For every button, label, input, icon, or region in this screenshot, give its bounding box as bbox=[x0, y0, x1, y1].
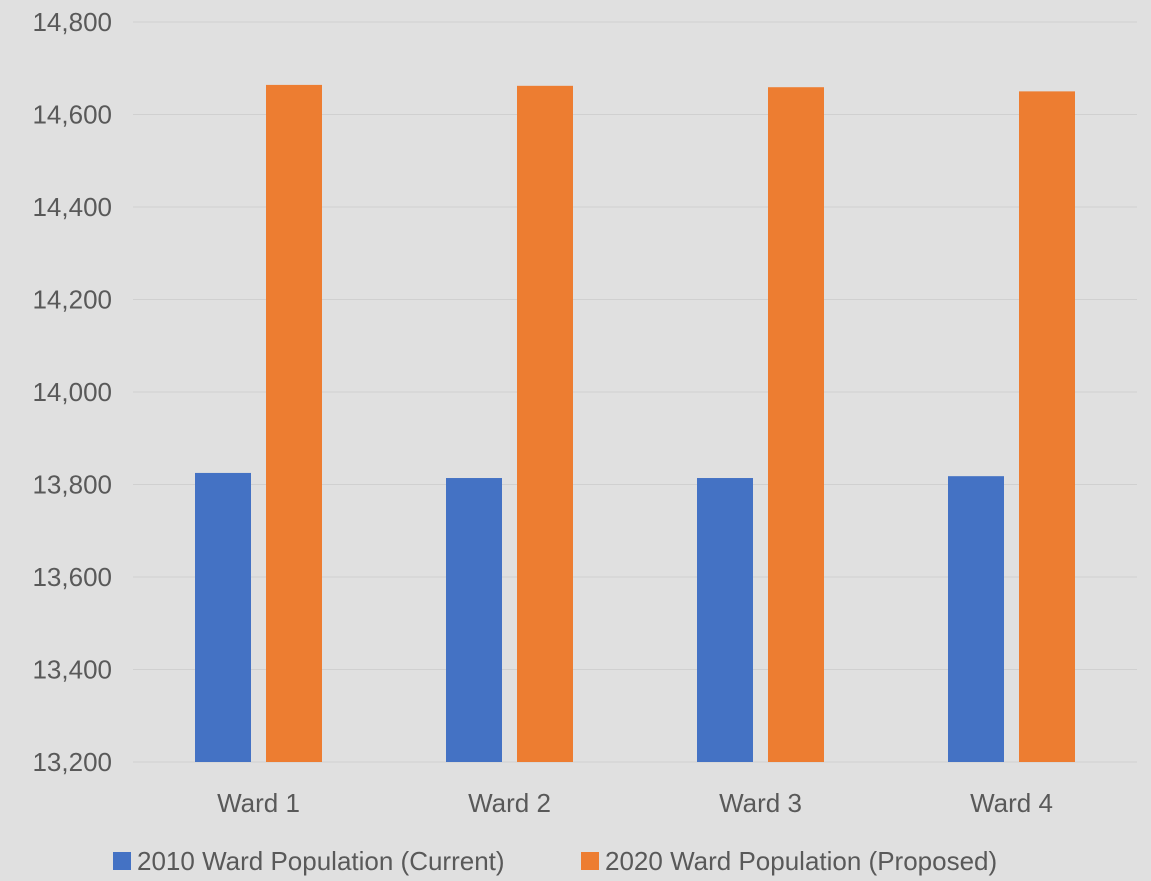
x-tick-label: Ward 2 bbox=[468, 788, 551, 818]
bar-2010-ward-4 bbox=[948, 476, 1004, 762]
y-tick-label: 13,400 bbox=[32, 655, 112, 685]
y-tick-label: 13,600 bbox=[32, 562, 112, 592]
x-axis: Ward 1 Ward 2 Ward 3 Ward 4 bbox=[217, 788, 1053, 818]
x-tick-label: Ward 4 bbox=[970, 788, 1053, 818]
y-tick-label: 14,800 bbox=[32, 7, 112, 37]
y-tick-label: 14,000 bbox=[32, 377, 112, 407]
y-tick-label: 13,800 bbox=[32, 470, 112, 500]
legend-label: 2010 Ward Population (Current) bbox=[137, 846, 505, 876]
y-tick-label: 14,600 bbox=[32, 100, 112, 130]
bar-2010-ward-2 bbox=[446, 478, 502, 762]
bars bbox=[195, 84, 1075, 762]
y-tick-label: 14,400 bbox=[32, 192, 112, 222]
legend-swatch bbox=[581, 852, 599, 870]
bar-2020-ward-2 bbox=[517, 85, 573, 762]
legend-swatch bbox=[113, 852, 131, 870]
x-tick-label: Ward 1 bbox=[217, 788, 300, 818]
y-tick-label: 14,200 bbox=[32, 285, 112, 315]
y-axis: 13,200 13,400 13,600 13,800 14,000 14,200 14,4… bbox=[32, 7, 112, 777]
bar-2020-ward-4 bbox=[1019, 91, 1075, 762]
y-tick-label: 13,200 bbox=[32, 747, 112, 777]
bar-2020-ward-1 bbox=[266, 84, 322, 762]
legend-label: 2020 Ward Population (Proposed) bbox=[605, 846, 997, 876]
bar-2010-ward-1 bbox=[195, 472, 251, 762]
bar-2010-ward-3 bbox=[697, 478, 753, 762]
x-tick-label: Ward 3 bbox=[719, 788, 802, 818]
bar-2020-ward-3 bbox=[768, 87, 824, 762]
legend: 2010 Ward Population (Current) 2020 Ward … bbox=[113, 846, 997, 876]
